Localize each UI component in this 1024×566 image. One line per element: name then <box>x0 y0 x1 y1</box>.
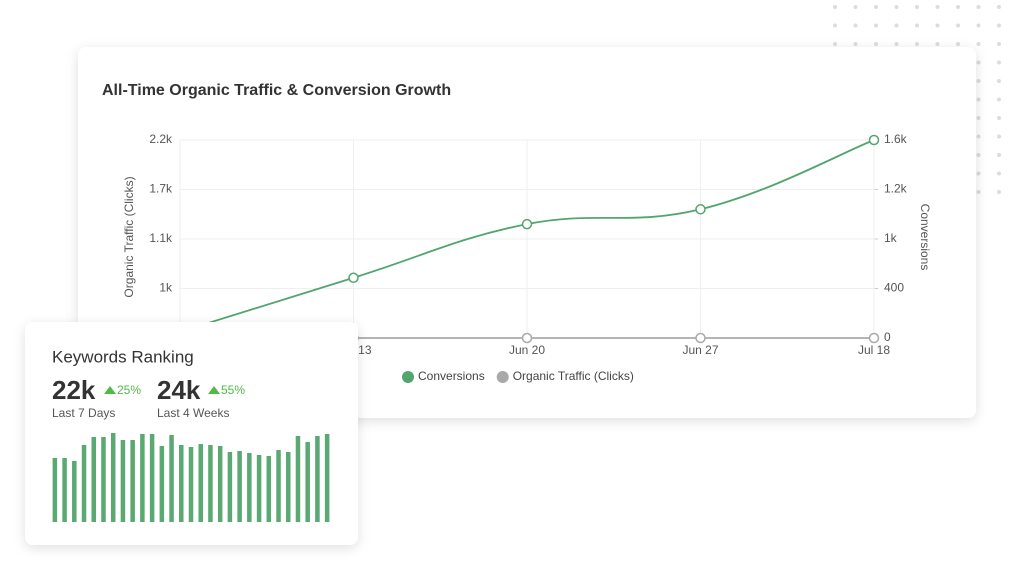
bar <box>295 436 301 522</box>
bar <box>110 433 116 522</box>
card-title: Keywords Ranking <box>52 347 194 366</box>
y2-axis-title: Conversions <box>918 204 932 271</box>
y2-tick-label: 0 <box>884 330 891 344</box>
bar <box>256 455 262 522</box>
keywords-card <box>25 322 358 545</box>
y-tick-label: 1k <box>159 281 173 295</box>
point <box>348 272 359 284</box>
bar <box>237 451 242 522</box>
bar <box>188 447 194 522</box>
stat-value: 22k <box>52 375 96 405</box>
x-tick-label: Jun 27 <box>682 343 718 357</box>
y-tick-label: 2.2k <box>149 132 173 146</box>
up-arrow <box>104 386 116 394</box>
stat-change: 55% <box>221 383 245 397</box>
y2-tick-label: 1.2k <box>884 182 908 196</box>
bar <box>276 450 281 522</box>
bar <box>169 435 174 522</box>
up-arrow <box>208 386 220 394</box>
bar-chart <box>52 433 330 522</box>
stat-value: 24k <box>157 375 201 405</box>
y-axis-title: Organic Traffic (Clicks) <box>122 176 136 297</box>
bar <box>130 440 135 522</box>
y2-tick-label: 400 <box>884 281 904 295</box>
bar <box>217 446 223 522</box>
bar <box>120 440 126 522</box>
point <box>695 204 706 215</box>
legend-label: Organic Traffic (Clicks) <box>513 369 634 383</box>
bar <box>198 444 203 522</box>
bar <box>140 434 145 522</box>
bar <box>266 456 272 522</box>
bar <box>247 453 252 522</box>
point <box>868 332 880 344</box>
point <box>868 134 880 146</box>
bar <box>227 452 233 522</box>
bar <box>179 445 184 522</box>
chart-title: All-Time Organic Traffic & Conversion Gr… <box>102 82 451 99</box>
bar <box>149 434 155 522</box>
bar <box>305 442 310 522</box>
y2-tick-label: 1k <box>884 231 898 245</box>
bar <box>101 437 106 522</box>
bar <box>81 445 87 522</box>
legend-swatch <box>496 371 509 383</box>
point <box>695 332 706 344</box>
bar <box>159 446 165 522</box>
y-tick-label: 1.1k <box>149 231 173 245</box>
bar <box>62 458 67 522</box>
bar <box>72 461 77 522</box>
bar <box>285 452 291 522</box>
legend-swatch <box>402 371 414 383</box>
stat-period: Last 4 Weeks <box>157 406 229 420</box>
legend-label: Conversions <box>418 369 485 383</box>
stat-period: Last 7 Days <box>52 406 115 420</box>
y2-tick-label: 1.6k <box>884 132 908 146</box>
bar <box>52 458 58 522</box>
point <box>521 332 533 344</box>
x-tick-label: Jul 18 <box>858 343 890 357</box>
bar <box>315 436 320 522</box>
y-tick-label: 1.7k <box>149 182 173 196</box>
bar <box>91 437 97 522</box>
stat-change: 25% <box>117 383 141 397</box>
x-tick-label: Jun 20 <box>509 343 545 357</box>
bar <box>324 434 330 522</box>
point <box>521 218 533 230</box>
bar <box>208 445 213 522</box>
